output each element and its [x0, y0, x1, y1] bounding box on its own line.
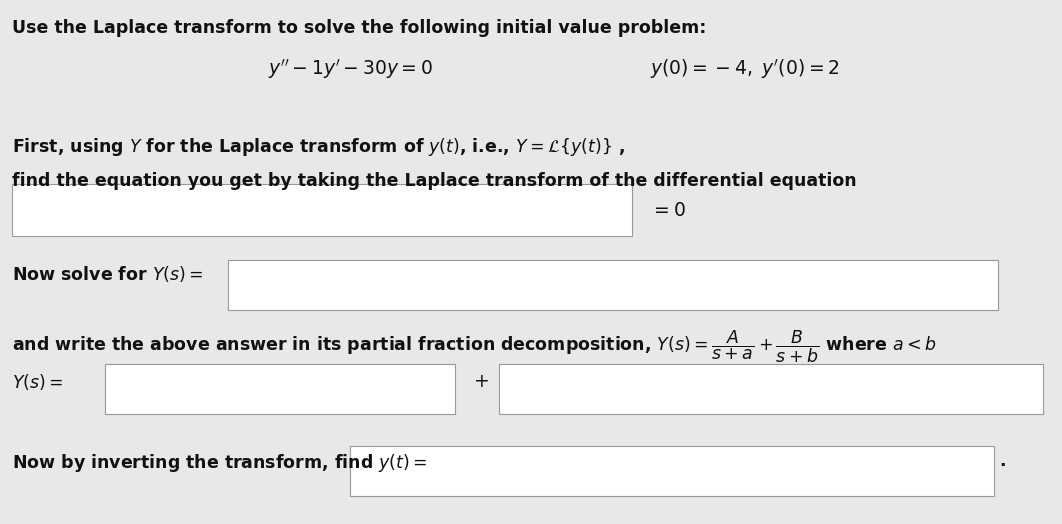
FancyBboxPatch shape [228, 260, 998, 310]
FancyBboxPatch shape [105, 364, 455, 414]
Text: First, using $Y$ for the Laplace transform of $y(t)$, i.e., $Y = \mathcal{L}\{y(: First, using $Y$ for the Laplace transfo… [12, 136, 626, 158]
Text: Use the Laplace transform to solve the following initial value problem:: Use the Laplace transform to solve the f… [12, 19, 706, 37]
Text: find the equation you get by taking the Laplace transform of the differential eq: find the equation you get by taking the … [12, 172, 857, 190]
Text: $y(0) = -4,\ y'(0) = 2$: $y(0) = -4,\ y'(0) = 2$ [650, 57, 840, 81]
Text: Now by inverting the transform, find $y(t) =$: Now by inverting the transform, find $y(… [12, 452, 427, 474]
Text: .: . [999, 452, 1006, 470]
FancyBboxPatch shape [350, 446, 994, 496]
Text: $= 0$: $= 0$ [650, 201, 686, 220]
Text: Now solve for $Y(s) =$: Now solve for $Y(s) =$ [12, 264, 204, 284]
Text: $Y(s) =$: $Y(s) =$ [12, 372, 64, 392]
FancyBboxPatch shape [499, 364, 1043, 414]
Text: and write the above answer in its partial fraction decomposition, $Y(s) = \dfrac: and write the above answer in its partia… [12, 329, 937, 365]
FancyBboxPatch shape [12, 184, 632, 236]
Text: $+$: $+$ [473, 372, 489, 391]
Text: $y'' - 1y' - 30y = 0$: $y'' - 1y' - 30y = 0$ [268, 57, 432, 81]
